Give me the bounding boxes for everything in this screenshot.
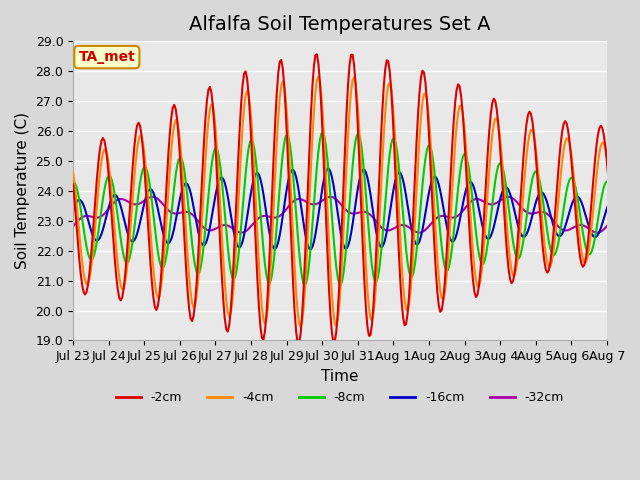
- X-axis label: Time: Time: [321, 369, 359, 384]
- Y-axis label: Soil Temperature (C): Soil Temperature (C): [15, 112, 30, 269]
- Text: TA_met: TA_met: [79, 50, 135, 64]
- Legend: -2cm, -4cm, -8cm, -16cm, -32cm: -2cm, -4cm, -8cm, -16cm, -32cm: [111, 386, 569, 409]
- Title: Alfalfa Soil Temperatures Set A: Alfalfa Soil Temperatures Set A: [189, 15, 491, 34]
